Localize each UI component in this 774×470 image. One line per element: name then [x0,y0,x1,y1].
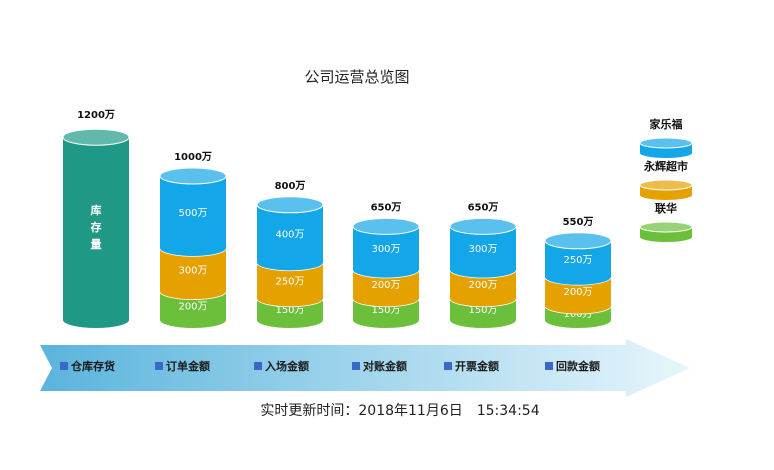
step-marker-icon [60,362,68,370]
bar-对账金额: 150万 200万 300万 650万 [352,201,420,328]
segment-value-label: 200万 [371,280,400,291]
bar-total-label: 650万 [468,201,499,213]
inventory-cylinder-top [62,128,130,146]
bar-segment-永辉超市-body [545,276,611,314]
bar-total-label: 650万 [371,201,402,213]
legend-label: 家乐福 [650,117,683,131]
bar-segment-家乐福-body [450,226,516,278]
bar-segment-永辉超市-body [353,269,419,307]
bar-segment-家乐福 [352,217,420,278]
process-arrow: 仓库存货 订单金额 入场金额 对账金额 开票金额 回款金额 [40,339,690,397]
chart-title: 公司运营总览图 [304,68,409,86]
bar-segment-永辉超市-body [450,269,516,307]
segment-value-label: 250万 [563,255,592,266]
segment-value-label: 250万 [275,276,304,287]
step-marker-icon [545,362,553,370]
segment-value-label: 150万 [275,305,304,316]
segment-value-label: 150万 [468,305,497,316]
legend-label: 联华 [655,201,677,215]
bar-segment-家乐福-top [449,217,517,235]
inventory-name-label: 库存量 [91,203,102,251]
bar-segment-联华-body [160,291,226,328]
step-label: 回款金额 [556,359,600,373]
segment-value-label: 300万 [468,244,497,255]
process-step: 回款金额 [545,359,600,373]
legend-swatch-永辉超市 [639,179,693,200]
bar-回款金额: 100万 200万 250万 550万 [544,216,612,328]
bar-segment-家乐福-body [257,204,323,271]
bar-total-label: 1000万 [174,151,212,163]
segment-value-label: 300万 [371,244,400,255]
legend-swatch-联华-body [640,227,692,242]
step-label: 入场金额 [265,359,309,373]
step-marker-icon [444,362,452,370]
segment-value-label: 100万 [563,309,592,320]
bar-segment-联华-body [545,305,611,328]
step-marker-icon [352,362,360,370]
segment-value-label: 400万 [275,230,304,241]
bar-segment-家乐福-top [544,232,612,250]
bar-segment-家乐福-body [353,226,419,278]
bar-订单金额: 200万 300万 500万 1000万 [159,151,227,328]
process-step: 仓库存货 [60,359,115,373]
update-time: 实时更新时间：2018年11月6日 15:34:54 [260,403,539,419]
process-step: 对账金额 [352,359,407,373]
step-label: 对账金额 [363,359,407,373]
step-marker-icon [254,362,262,370]
segment-value-label: 500万 [178,208,207,219]
legend-label: 永辉超市 [643,159,688,173]
bar-入场金额: 150万 250万 400万 800万 [256,180,324,328]
process-step: 订单金额 [155,359,210,373]
bar-segment-家乐福 [159,167,227,256]
process-steps: 仓库存货 订单金额 入场金额 对账金额 开票金额 回款金额 [60,359,600,373]
bar-total-label: 550万 [563,216,594,228]
step-marker-icon [155,362,163,370]
segment-value-label: 200万 [178,302,207,313]
process-step: 入场金额 [254,359,309,373]
legend-swatch-永辉超市-body [640,185,692,200]
bar-segment-家乐福-top [159,167,227,185]
legend-swatch-联华-top [639,221,693,233]
inventory-cylinder [62,128,130,328]
process-arrow-shape [40,339,690,397]
legend-swatch-家乐福 [639,137,693,158]
segment-value-label: 300万 [178,266,207,277]
bar-segment-永辉超市-body [257,262,323,307]
bar-开票金额: 150万 200万 300万 650万 [449,201,517,328]
process-step: 开票金额 [444,359,499,373]
bar-segment-家乐福-top [352,217,420,235]
segment-value-label: 200万 [563,287,592,298]
legend-swatch-家乐福-top [639,137,693,149]
step-label: 订单金额 [166,359,210,373]
legend-swatch-联华 [639,221,693,242]
bar-segment-家乐福-body [545,240,611,285]
step-label: 开票金额 [455,359,499,373]
segment-value-label: 200万 [468,280,497,291]
bar-segment-家乐福-top [256,196,324,214]
bar-segment-家乐福 [256,196,324,271]
legend-swatch-家乐福-body [640,143,692,158]
segment-value-label: 150万 [371,305,400,316]
stacked-cylinder-bars: 200万 300万 500万 1000万 150万 250万 400万 800万 150万 200… [159,151,612,328]
bar-segment-永辉超市-body [160,248,226,300]
bar-segment-家乐福 [449,217,517,278]
bar-total-label: 800万 [275,180,306,192]
inventory-cylinder-body [63,137,129,328]
step-label: 仓库存货 [70,359,115,373]
bar-segment-家乐福 [544,232,612,285]
inventory-total-label: 1200万 [77,109,115,121]
legend-swatch-永辉超市-top [639,179,693,191]
bar-segment-家乐福-body [160,176,226,256]
